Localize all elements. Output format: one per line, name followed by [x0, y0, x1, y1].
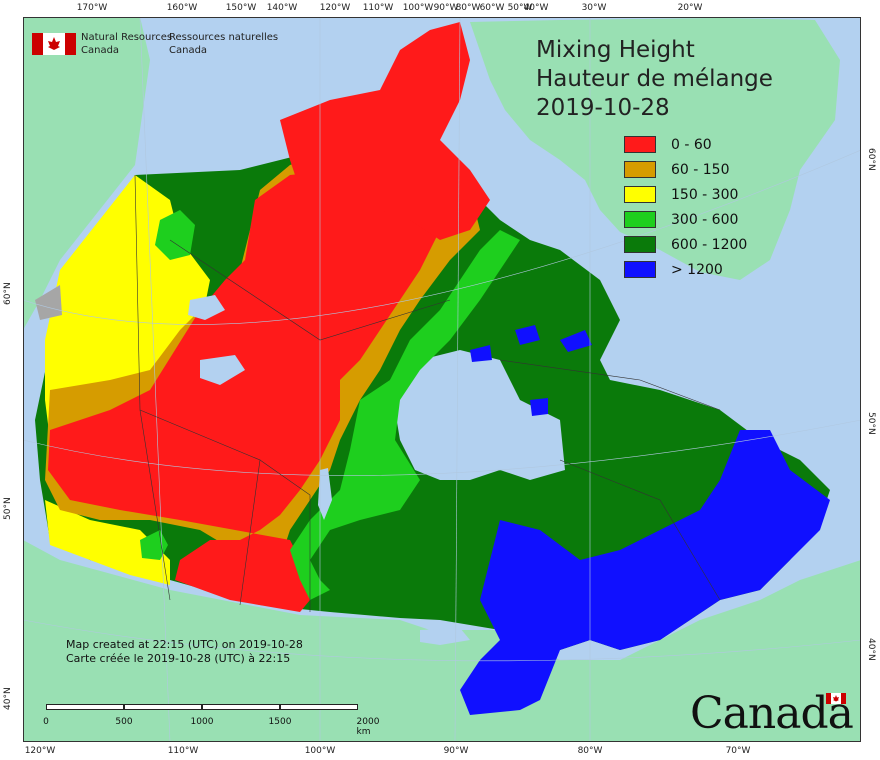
- credit-fr: Carte créée le 2019-10-28 (UTC) à 22:15: [66, 652, 291, 665]
- graticule-label-bottom: 120°W: [24, 746, 56, 756]
- legend-label: 60 - 150: [671, 161, 730, 178]
- legend-item: 0 - 60: [624, 132, 747, 157]
- legend-item: > 1200: [624, 257, 747, 282]
- zone-gt1200-north-d: [530, 398, 548, 416]
- title-date: 2019-10-28: [536, 95, 670, 121]
- wordmark-flag-icon: [826, 693, 846, 704]
- scale-bar: 0 500 1000 1500 2000 km: [43, 704, 379, 737]
- canada-flag-icon: [32, 33, 76, 55]
- credit-en: Map created at 22:15 (UTC) on 2019-10-28: [66, 638, 303, 651]
- alaska: [23, 17, 150, 330]
- graticule-label-top: 60°W: [479, 3, 505, 13]
- zone-300-600-sw: [140, 530, 168, 560]
- province-borders: [134, 174, 721, 612]
- legend-swatch: [624, 261, 656, 278]
- legend: 0 - 60 60 - 150 150 - 300 300 - 600 600 - 12…: [624, 132, 747, 282]
- lake-great-bear: [188, 295, 225, 320]
- credit-note: Map created at 22:15 (UTC) on 2019-10-28…: [66, 638, 303, 666]
- graticule-label-top: 120°W: [319, 3, 351, 13]
- graticule-label-top: 150°W: [225, 3, 257, 13]
- legend-label: 300 - 600: [671, 211, 739, 228]
- agency-en-line2: Canada: [81, 45, 120, 56]
- legend-swatch: [624, 211, 656, 228]
- scale-bar-segment: [280, 704, 358, 710]
- legend-swatch: [624, 136, 656, 153]
- zone-no-data: [35, 285, 62, 320]
- zone-gt1200-north-a: [515, 325, 540, 345]
- scale-label: 0: [43, 717, 49, 727]
- zone-0-60-arctic: [280, 22, 490, 240]
- graticule-label-left: 60°N: [3, 282, 13, 305]
- scale-bar-segment: [202, 704, 280, 710]
- graticule: [23, 17, 861, 742]
- scale-bar-segment: [46, 704, 124, 710]
- title-fr: Hauteur de mélange: [536, 66, 773, 92]
- graticule-label-top: 50°W: [507, 3, 533, 13]
- scale-label: 500: [115, 717, 133, 727]
- graticule-label-bottom: 70°W: [725, 746, 751, 756]
- scale-bar-segment: [124, 704, 202, 710]
- graticule-label-bottom: 110°W: [167, 746, 199, 756]
- zone-gt1200-north-b: [560, 330, 592, 352]
- legend-item: 150 - 300: [624, 182, 747, 207]
- graticule-label-top: 140°W: [266, 3, 298, 13]
- legend-item: 600 - 1200: [624, 232, 747, 257]
- map-title: Mixing Height Hauteur de mélange 2019-10…: [536, 36, 773, 123]
- scale-label: 1500: [268, 717, 292, 727]
- zone-gt1200-east: [460, 430, 830, 715]
- graticule-label-top: 100°W: [402, 3, 434, 13]
- graticule-label-left: 50°N: [3, 497, 13, 520]
- zone-gt1200-north-c: [470, 345, 492, 362]
- legend-item: 300 - 600: [624, 207, 747, 232]
- legend-item: 60 - 150: [624, 157, 747, 182]
- legend-label: 150 - 300: [671, 186, 739, 203]
- lake-great-slave: [200, 355, 245, 385]
- graticule-label-bottom: 90°W: [443, 746, 469, 756]
- legend-label: > 1200: [671, 261, 723, 278]
- graticule-label-right: 50°N: [866, 412, 876, 435]
- graticule-label-top: 110°W: [362, 3, 394, 13]
- graticule-label-top: 40°W: [523, 3, 549, 13]
- graticule-label-top: 80°W: [455, 3, 481, 13]
- zone-300-600-band: [290, 230, 520, 600]
- lake-superior: [420, 628, 470, 645]
- scale-label: 1000: [190, 717, 214, 727]
- legend-swatch: [624, 236, 656, 253]
- scale-label: 2000 km: [356, 717, 380, 737]
- graticule-label-bottom: 100°W: [304, 746, 336, 756]
- agency-fr-line2: Canada: [169, 45, 208, 56]
- agency-en-line1: Natural Resources: [81, 32, 173, 43]
- agency-fr-line1: Ressources naturelles: [169, 32, 279, 43]
- graticule-label-right: 60°N: [866, 148, 876, 171]
- graticule-label-top: 30°W: [581, 3, 607, 13]
- graticule-label-right: 40°N: [866, 638, 876, 661]
- graticule-label-top: 170°W: [76, 3, 108, 13]
- hudson-bay: [390, 350, 565, 480]
- zone-0-60-main: [48, 170, 440, 612]
- graticule-label-bottom: 80°W: [577, 746, 603, 756]
- title-en: Mixing Height: [536, 37, 695, 63]
- lake-winnipeg: [318, 468, 332, 520]
- graticule-label-left: 40°N: [3, 687, 13, 710]
- graticule-label-top: 90°W: [433, 3, 459, 13]
- zone-150-300-sw: [45, 500, 170, 585]
- graticule-label-top: 20°W: [677, 3, 703, 13]
- legend-label: 600 - 1200: [671, 236, 748, 253]
- legend-swatch: [624, 186, 656, 203]
- legend-swatch: [624, 161, 656, 178]
- zone-300-600-nw: [155, 210, 195, 260]
- graticule-label-top: 160°W: [166, 3, 198, 13]
- legend-label: 0 - 60: [671, 136, 712, 153]
